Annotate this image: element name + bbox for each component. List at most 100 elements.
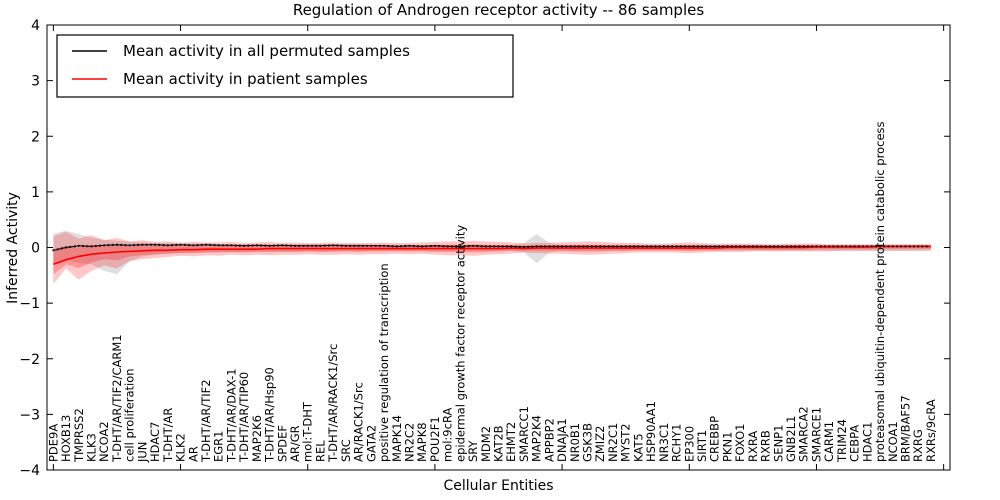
permuted-line-dot bbox=[366, 244, 369, 247]
permuted-line-dot bbox=[132, 244, 135, 247]
legend-box bbox=[56, 34, 514, 98]
permuted-line-dot bbox=[866, 245, 869, 248]
permuted-line-dot bbox=[590, 245, 593, 248]
permuted-line-dot bbox=[459, 245, 462, 248]
permuted-line-dot bbox=[582, 245, 585, 248]
x-category-label: HOXB13 bbox=[59, 415, 73, 462]
permuted-line-dot bbox=[94, 244, 97, 248]
permuted-line-dot bbox=[455, 245, 458, 248]
permuted-line-dot bbox=[912, 245, 916, 248]
x-category-label: HSP90AA1 bbox=[644, 401, 658, 462]
permuted-line-dot bbox=[52, 249, 55, 252]
permuted-line-dot bbox=[751, 245, 755, 248]
series-layer bbox=[52, 243, 931, 265]
permuted-line-dot bbox=[501, 245, 504, 248]
permuted-line-dot bbox=[548, 245, 551, 248]
permuted-line-dot bbox=[641, 245, 644, 248]
x-category-label: SPDEF bbox=[275, 425, 289, 462]
permuted-line-dot bbox=[361, 244, 364, 247]
permuted-line-dot bbox=[908, 245, 911, 248]
permuted-line-dot bbox=[802, 245, 805, 248]
permuted-line-dot bbox=[823, 245, 827, 248]
permuted-line-dot bbox=[192, 244, 195, 247]
x-axis-label: Cellular Entities bbox=[443, 478, 554, 494]
permuted-line-dot bbox=[200, 243, 203, 246]
permuted-line-dot bbox=[828, 245, 831, 248]
permuted-line-dot bbox=[849, 245, 852, 248]
x-category-label: PKN1 bbox=[720, 432, 734, 462]
permuted-line-dot bbox=[730, 245, 733, 248]
permuted-line-dot bbox=[539, 245, 543, 248]
permuted-line-dot bbox=[264, 244, 267, 247]
permuted-line-dot bbox=[815, 245, 818, 248]
permuted-line-dot bbox=[709, 245, 712, 248]
permuted-line-dot bbox=[353, 244, 356, 247]
permuted-line-dot bbox=[327, 244, 330, 247]
permuted-mean-line bbox=[53, 244, 931, 251]
permuted-line-dot bbox=[535, 245, 538, 248]
permuted-line-dot bbox=[90, 245, 93, 248]
permuted-line-dot bbox=[281, 244, 284, 247]
permuted-line-dot bbox=[166, 244, 169, 247]
permuted-line-dot bbox=[234, 244, 237, 247]
x-category-label: MAP2K6 bbox=[250, 415, 264, 462]
permuted-line-dot bbox=[552, 245, 555, 248]
x-category-label: BRM/BAF57 bbox=[899, 395, 913, 462]
permuted-line-dot bbox=[692, 245, 695, 248]
permuted-line-dot bbox=[276, 244, 280, 247]
permuted-line-dot bbox=[387, 244, 390, 248]
permuted-line-dot bbox=[196, 244, 199, 247]
permuted-line-dot bbox=[137, 243, 140, 246]
x-category-label: APPBP2 bbox=[542, 418, 556, 462]
permuted-line-dot bbox=[472, 244, 475, 247]
permuted-line-dot bbox=[561, 245, 564, 248]
permuted-line-dot bbox=[340, 244, 343, 247]
permuted-line-dot bbox=[323, 244, 326, 247]
x-category-label: NR3C1 bbox=[657, 423, 671, 462]
permuted-line-dot bbox=[289, 244, 292, 247]
permuted-line-dot bbox=[438, 244, 441, 248]
x-category-label: SMARCC1 bbox=[517, 406, 531, 462]
permuted-line-dot bbox=[463, 245, 466, 248]
permuted-line-dot bbox=[650, 245, 653, 248]
x-category-label: T-DHT/AR bbox=[161, 408, 175, 463]
permuted-line-dot bbox=[221, 244, 224, 247]
permuted-line-dot bbox=[747, 245, 750, 248]
permuted-line-dot bbox=[895, 245, 899, 248]
permuted-line-dot bbox=[518, 245, 521, 248]
x-category-label: KAT5 bbox=[631, 433, 645, 462]
permuted-line-dot bbox=[878, 245, 882, 248]
x-category-label: MAP2K4 bbox=[530, 415, 544, 462]
permuted-line-dot bbox=[700, 245, 704, 248]
y-tick-label: 1 bbox=[31, 185, 40, 201]
permuted-line-dot bbox=[794, 245, 797, 248]
x-category-label: CEBPA bbox=[848, 425, 862, 462]
permuted-line-dot bbox=[607, 245, 610, 248]
permuted-line-dot bbox=[696, 245, 699, 248]
permuted-line-dot bbox=[743, 245, 746, 248]
permuted-line-dot bbox=[726, 245, 729, 248]
permuted-line-dot bbox=[832, 245, 835, 248]
permuted-line-dot bbox=[637, 245, 640, 248]
patient-mean-line bbox=[53, 245, 931, 265]
permuted-line-dot bbox=[247, 244, 250, 247]
x-category-label: mol:9cRA bbox=[441, 408, 455, 462]
permuted-line-dot bbox=[158, 243, 161, 246]
permuted-line-dot bbox=[734, 245, 738, 248]
permuted-line-dot bbox=[378, 244, 381, 247]
chart-title: Regulation of Androgen receptor activity… bbox=[292, 1, 705, 19]
permuted-line-dot bbox=[103, 244, 106, 247]
x-category-label: PDE9A bbox=[46, 424, 60, 462]
permuted-line-dot bbox=[293, 244, 297, 247]
permuted-line-dot bbox=[209, 243, 212, 246]
permuted-line-dot bbox=[179, 243, 182, 246]
x-category-label: GSK3B bbox=[581, 423, 595, 462]
permuted-line-dot bbox=[777, 245, 780, 248]
permuted-line-dot bbox=[115, 243, 119, 246]
permuted-line-dot bbox=[645, 245, 649, 248]
permuted-line-dot bbox=[154, 243, 157, 246]
permuted-line-dot bbox=[484, 245, 487, 248]
x-category-label: T-DHT/AR/RACK1/Src bbox=[326, 344, 340, 463]
x-category-label: TRIM24 bbox=[835, 419, 849, 463]
